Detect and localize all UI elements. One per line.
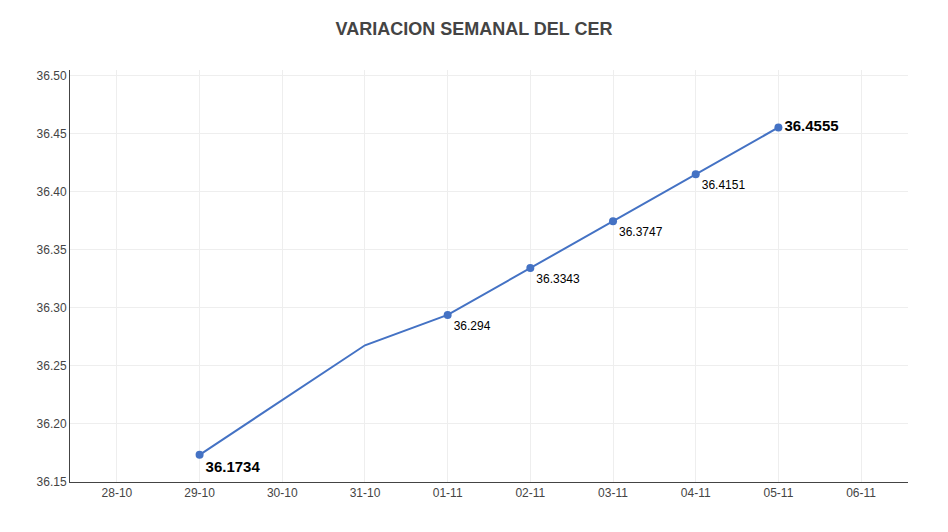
svg-text:36.15: 36.15 (37, 475, 67, 489)
svg-text:36.35: 36.35 (37, 243, 67, 257)
svg-text:04-11: 04-11 (681, 486, 711, 500)
svg-text:36.3747: 36.3747 (619, 225, 663, 239)
svg-text:36.1734: 36.1734 (206, 458, 261, 475)
svg-text:36.30: 36.30 (37, 301, 67, 315)
svg-text:VARIACION SEMANAL DEL CER: VARIACION SEMANAL DEL CER (335, 19, 612, 39)
svg-text:36.294: 36.294 (454, 319, 491, 333)
svg-text:03-11: 03-11 (598, 486, 628, 500)
svg-text:06-11: 06-11 (846, 486, 876, 500)
svg-text:02-11: 02-11 (515, 486, 545, 500)
svg-text:36.3343: 36.3343 (536, 272, 580, 286)
svg-text:30-10: 30-10 (267, 486, 298, 500)
svg-text:36.4555: 36.4555 (784, 117, 838, 134)
svg-text:31-10: 31-10 (350, 486, 381, 500)
svg-text:36.50: 36.50 (37, 69, 67, 83)
svg-text:36.40: 36.40 (37, 185, 67, 199)
svg-text:05-11: 05-11 (764, 486, 794, 500)
svg-text:36.4151: 36.4151 (702, 178, 746, 192)
svg-text:29-10: 29-10 (184, 486, 215, 500)
svg-text:01-11: 01-11 (433, 486, 463, 500)
svg-text:36.20: 36.20 (37, 417, 67, 431)
svg-text:36.25: 36.25 (37, 359, 67, 373)
svg-text:36.45: 36.45 (37, 127, 67, 141)
svg-text:28-10: 28-10 (102, 486, 133, 500)
